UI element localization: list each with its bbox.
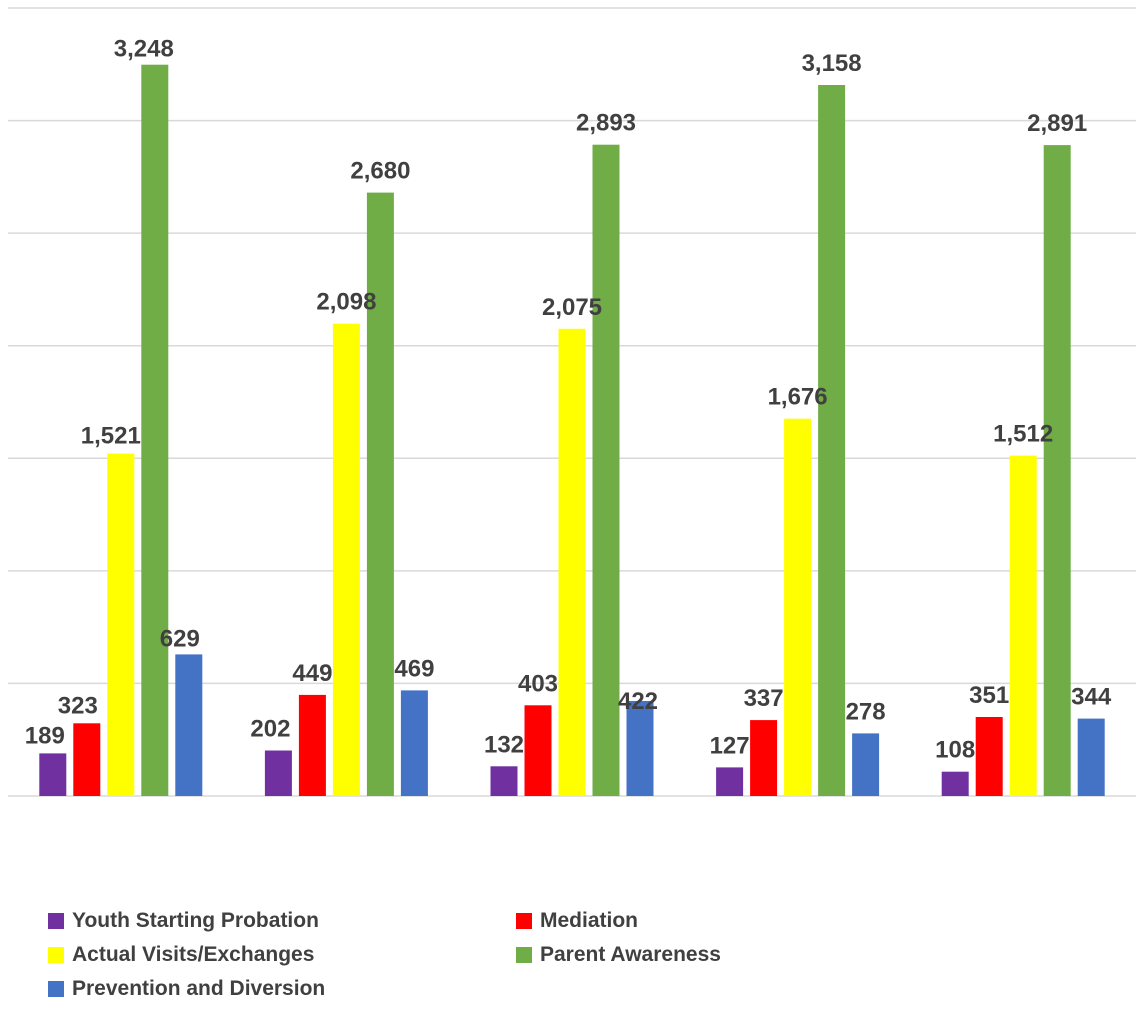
bar-2017-mediation	[524, 705, 552, 796]
bar-value-label: 422	[618, 688, 658, 715]
bar-2016-parent-awareness	[366, 192, 394, 797]
legend-swatch	[516, 947, 532, 963]
bar-value-label: 629	[160, 625, 200, 652]
bar-2017-youth-starting-probation	[490, 766, 518, 796]
legend-label: Youth Starting Probation	[72, 909, 319, 932]
legend-item-mediation: Mediation	[516, 908, 806, 934]
bar-value-label: 278	[846, 698, 886, 725]
bar-2016-youth-starting-probation	[264, 750, 292, 796]
bar-2016-actual-visits-exchanges	[332, 323, 360, 796]
bar-value-label: 3,158	[802, 50, 862, 77]
bar-2017-parent-awareness	[592, 144, 620, 796]
bar-value-label: 344	[1071, 684, 1112, 711]
bar-2018-youth-starting-probation	[716, 767, 744, 796]
bar-2016-prevention-and-diversion	[400, 690, 428, 796]
bar-value-label: 3,248	[114, 36, 174, 63]
bar-value-label: 189	[25, 722, 65, 749]
bar-value-label: 2,680	[350, 158, 410, 185]
legend-swatch	[516, 913, 532, 929]
bar-value-label: 1,521	[81, 423, 141, 450]
legend-label: Prevention and Diversion	[72, 977, 326, 1000]
legend-item-youth-starting-probation: Youth Starting Probation	[48, 908, 516, 934]
legend-swatch	[48, 947, 64, 963]
legend-swatch	[48, 913, 64, 929]
bar-2016-mediation	[298, 694, 326, 796]
bar-2018-prevention-and-diversion	[852, 733, 880, 796]
bar-2015-mediation	[73, 723, 101, 796]
bar-value-label: 127	[710, 732, 750, 759]
bar-2015-actual-visits-exchanges	[107, 453, 135, 796]
bar-2018-mediation	[750, 720, 778, 796]
bar-value-label: 2,893	[576, 110, 636, 137]
bar-value-label: 108	[935, 737, 975, 764]
bar-2017-prevention-and-diversion	[626, 701, 654, 796]
legend-label: Actual Visits/Exchanges	[72, 943, 315, 966]
bar-2015-parent-awareness	[141, 64, 169, 796]
bar-value-label: 2,098	[316, 289, 376, 316]
bar-value-label: 2,891	[1027, 110, 1087, 137]
bar-value-label: 403	[518, 670, 558, 697]
bar-2015-prevention-and-diversion	[175, 654, 203, 796]
legend-swatch	[48, 981, 64, 997]
legend-label: Parent Awareness	[540, 943, 721, 966]
legend-label: Mediation	[540, 909, 638, 932]
bar-value-label: 2,075	[542, 294, 602, 321]
bar-value-label: 337	[744, 685, 784, 712]
bar-value-label: 469	[394, 655, 434, 682]
bar-value-label: 351	[969, 682, 1009, 709]
bar-chart: 189 323 1,521 3,248 629 202 449 2,098 2,680 469 13…	[8, 7, 1136, 797]
bar-2019-mediation	[975, 717, 1003, 796]
legend-item-parent-awareness: Parent Awareness	[516, 942, 806, 968]
bar-2019-youth-starting-probation	[941, 771, 969, 796]
bar-value-label: 202	[250, 716, 290, 743]
bar-value-label: 1,512	[993, 421, 1053, 448]
bar-value-label: 132	[484, 731, 524, 758]
bar-value-label: 323	[58, 692, 98, 719]
bar-2019-parent-awareness	[1043, 145, 1071, 797]
bar-value-label: 449	[292, 660, 332, 687]
legend-item-actual-visits-exchanges: Actual Visits/Exchanges	[48, 942, 516, 968]
bar-2017-actual-visits-exchanges	[558, 328, 586, 796]
bar-2015-youth-starting-probation	[39, 753, 67, 796]
legend: Youth Starting Probation Mediation Actual …	[48, 908, 808, 1002]
legend-item-prevention-and-diversion: Prevention and Diversion	[48, 976, 516, 1002]
bars	[39, 64, 1105, 797]
bar-value-label: 1,676	[768, 384, 828, 411]
bar-2019-prevention-and-diversion	[1077, 718, 1105, 796]
bar-2019-actual-visits-exchanges	[1009, 455, 1037, 796]
bar-value-labels: 189 323 1,521 3,248 629 202 449 2,098 2,680 469 13…	[25, 36, 1112, 764]
bar-2018-actual-visits-exchanges	[784, 418, 812, 796]
bar-2018-parent-awareness	[818, 85, 846, 796]
